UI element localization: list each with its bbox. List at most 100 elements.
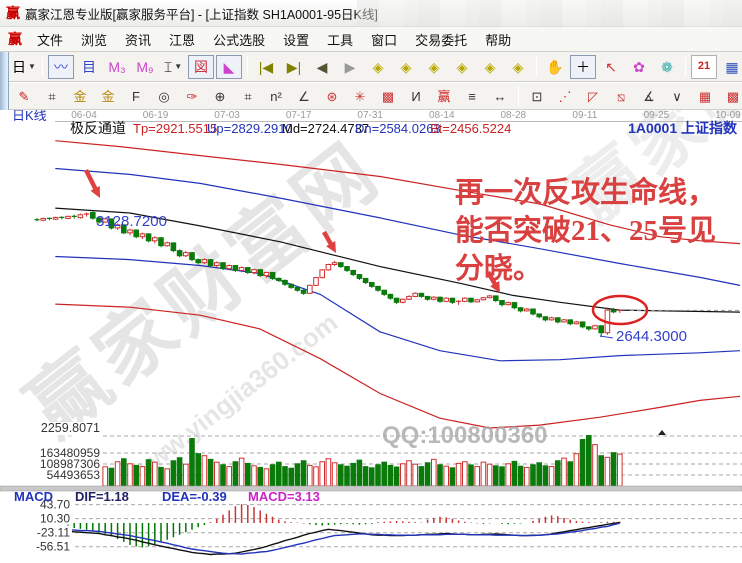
golden-ratio-button[interactable]: 金 — [73, 88, 87, 104]
kline-period-button[interactable]: 日 ▼ — [12, 58, 36, 75]
wave-mark-button[interactable]: И — [411, 88, 421, 104]
wave-9-button[interactable]: M₉ — [136, 58, 154, 75]
svg-text:10-09: 10-09 — [715, 110, 741, 121]
svg-text:09-11: 09-11 — [572, 110, 597, 121]
menu-item-news[interactable]: 资讯 — [125, 32, 152, 48]
red-grid-button[interactable]: ▦ — [698, 88, 712, 104]
wave-3-button[interactable]: M₃ — [108, 58, 126, 75]
flower-tool-button[interactable]: ✿ — [633, 58, 645, 75]
svg-text:09-25: 09-25 — [644, 110, 670, 121]
menu-bar: 赢 文件 浏览 资讯 江恩 公式选股 设置 工具 窗口 交易委托 帮助 — [0, 27, 742, 52]
panel-label: 日K线 — [12, 110, 47, 123]
trend-angle-button[interactable]: ∡ — [643, 88, 655, 104]
calendar-button[interactable]: 21 — [691, 54, 717, 79]
hand-tool-button[interactable]: ✋ — [546, 58, 564, 75]
channel-params: 极反通道 Tp=2921.5515Up=2829.2910Md=2724.4737… — [70, 120, 511, 136]
volume-axis-label: 108987306 — [40, 457, 100, 471]
channel-line-Dn — [55, 255, 741, 362]
menu-item-settings[interactable]: 设置 — [283, 32, 310, 48]
volume-axis-label: 54493653 — [47, 468, 101, 482]
chart-annotations: 3128.7200 2644.3000 — [96, 213, 687, 345]
menu-item-gann[interactable]: 江恩 — [169, 32, 196, 48]
low-price-label: 2644.3000 — [616, 328, 687, 345]
svg-text:08-28: 08-28 — [501, 110, 527, 121]
square-n2-button[interactable]: n² — [270, 88, 282, 104]
macd-dif-value: DIF=1.18 — [75, 489, 129, 504]
first-page-button[interactable]: |◀ — [258, 58, 274, 75]
pointer-tool-button[interactable]: ↖ — [605, 58, 617, 75]
candle-style-button[interactable]: ⌶ ▼ — [163, 58, 183, 75]
stock-filter-button[interactable]: 図 — [188, 54, 214, 79]
menu-item-file[interactable]: 文件 — [37, 32, 64, 48]
pen-tool-button[interactable]: ✎ — [18, 88, 30, 104]
svg-text:06-04: 06-04 — [71, 110, 97, 121]
golden-grid-button[interactable]: 金 — [101, 88, 115, 104]
svg-text:07-17: 07-17 — [286, 110, 312, 121]
measure-pen-button[interactable]: ✑ — [186, 88, 198, 104]
trend-curve-button[interactable]: 〰 — [48, 54, 74, 79]
window-title: 赢家江恩专业版[赢家服务平台] - [上证指数 SH1A0001-95日K线] — [25, 7, 378, 22]
gann-wheel-button[interactable]: ⊛ — [326, 88, 338, 104]
menu-item-trade-entrust[interactable]: 交易委托 — [415, 32, 468, 48]
scroll-chart-button[interactable]: ◈ — [428, 58, 440, 75]
menu-item-formula-stock-pick[interactable]: 公式选股 — [213, 32, 266, 48]
width-measure-button[interactable]: ↔ — [493, 88, 507, 104]
dense-grid-button[interactable]: ⌗ — [244, 88, 252, 104]
price-axis-min-label: 2259.8071 — [41, 421, 100, 435]
red-arrows — [83, 168, 500, 293]
menu-item-window[interactable]: 窗口 — [371, 32, 398, 48]
angle-tool-button[interactable]: ∠ — [298, 88, 310, 104]
fan-grid-button[interactable]: ⧅ — [616, 88, 626, 104]
toolbar-separator — [536, 56, 537, 77]
fit-vertical-button[interactable]: ◈ — [484, 58, 496, 75]
next-chart-button[interactable]: ▶ — [344, 58, 356, 75]
fan-box-button[interactable]: ◸ — [588, 88, 598, 104]
candles — [34, 211, 623, 338]
zoom-vertical-button[interactable]: ◈ — [456, 58, 468, 75]
channel-line-Tp — [55, 140, 741, 245]
channel-line-Bt — [55, 303, 741, 429]
volume-axis-label: 163480959 — [40, 446, 100, 460]
channel-line-Up — [55, 167, 741, 286]
symbol-label: 1A0001 上证指数 — [628, 120, 738, 136]
last-page-button[interactable]: ▶| — [286, 58, 302, 75]
v-shape-button[interactable]: ∨ — [672, 88, 682, 104]
grid-select-button[interactable]: ▩ — [726, 88, 740, 104]
time-cycle-button[interactable]: ⊕ — [214, 88, 226, 104]
pane-splitter[interactable] — [0, 485, 742, 492]
info-panel-button[interactable]: 目 — [82, 58, 96, 75]
high-price-label: 3128.7200 — [96, 213, 167, 230]
svg-text:1A0001 上证指数: 1A0001 上证指数 — [628, 120, 738, 136]
star-burst-button[interactable]: ✳ — [354, 88, 366, 104]
spiral-tool-button[interactable]: ◎ — [158, 88, 170, 104]
box-tool-button[interactable]: ⊡ — [531, 88, 543, 104]
number-ruler-button[interactable]: ≡ — [468, 88, 476, 104]
watermark-qq: QQ:100800360 — [382, 422, 547, 449]
svg-text:Bt=2456.5224: Bt=2456.5224 — [430, 121, 511, 136]
expand-chart-button[interactable]: ◈ — [400, 58, 412, 75]
macd-axis-label: 43.70 — [40, 498, 70, 512]
yingjia-gann-button[interactable]: 赢 — [437, 88, 451, 104]
full-view-button[interactable]: ◈ — [512, 58, 524, 75]
svg-text:Dn=2584.0263: Dn=2584.0263 — [355, 121, 441, 136]
calculator-button[interactable]: ▦ — [725, 58, 739, 75]
compress-chart-button[interactable]: ◈ — [372, 58, 384, 75]
menu-item-tools[interactable]: 工具 — [327, 32, 354, 48]
f-grid-button[interactable]: F — [132, 88, 140, 104]
colorful-chart-button[interactable]: ◣ — [216, 54, 242, 79]
gann-grid-button[interactable]: ⌗ — [48, 88, 56, 104]
fibonacci-fan-button[interactable]: ⋰ — [558, 88, 572, 104]
menu-item-browse[interactable]: 浏览 — [81, 32, 108, 48]
crosshair-tool-button[interactable]: ＋ — [570, 54, 596, 79]
pattern-grid-button[interactable]: ▩ — [381, 88, 395, 104]
menu-item-help[interactable]: 帮助 — [485, 32, 512, 48]
prev-chart-button[interactable]: ◀ — [316, 58, 328, 75]
macd-indicator-label: MACD — [14, 489, 53, 504]
svg-text:Md=2724.4737: Md=2724.4737 — [282, 121, 369, 136]
date-axis: 06-04 06-19 07-03 07-17 07-31 08-14 08-28 09-11… — [55, 110, 742, 122]
shell-tool-button[interactable]: ❁ — [661, 58, 673, 75]
